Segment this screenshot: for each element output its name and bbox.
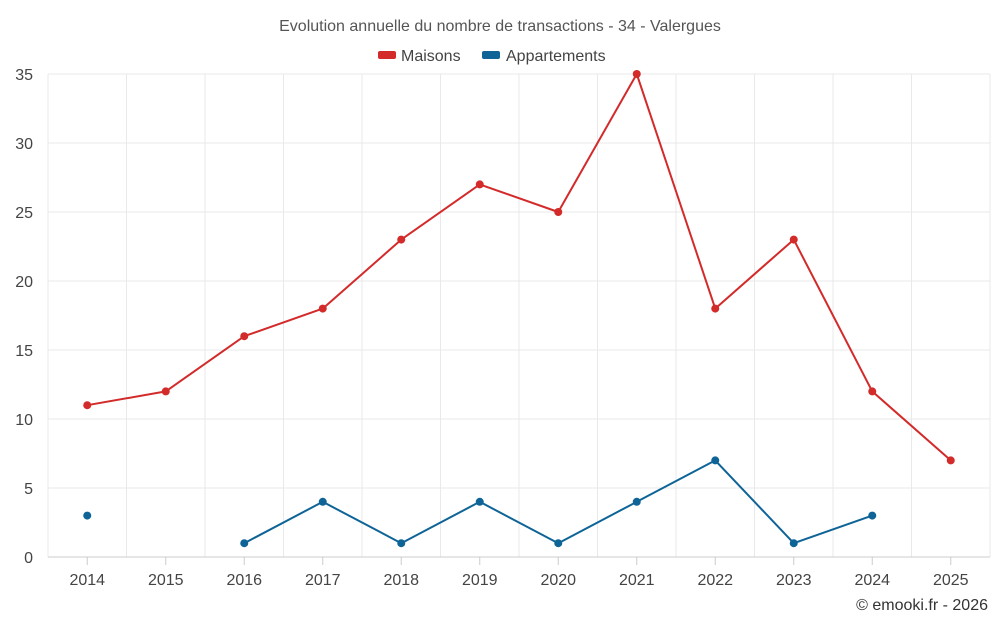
legend-label-maisons: Maisons xyxy=(401,48,461,65)
x-tick-label: 2017 xyxy=(305,572,341,589)
y-tick-label: 35 xyxy=(15,67,33,84)
data-point-maisons[interactable] xyxy=(161,387,170,396)
data-point-maisons[interactable] xyxy=(789,235,798,244)
x-tick-label: 2014 xyxy=(69,572,105,589)
data-point-maisons[interactable] xyxy=(711,304,720,313)
data-point-appartements[interactable] xyxy=(83,511,92,520)
series-line-maisons xyxy=(87,73,952,462)
x-tick-label: 2018 xyxy=(383,572,419,589)
legend-item-maisons[interactable]: Maisons xyxy=(378,48,461,65)
legend-label-appartements: Appartements xyxy=(506,48,606,65)
series-maisons xyxy=(83,70,955,465)
legend-item-appartements[interactable]: Appartements xyxy=(482,48,606,65)
data-point-maisons[interactable] xyxy=(83,401,92,410)
y-tick-label: 20 xyxy=(15,274,33,291)
x-tick-label: 2015 xyxy=(148,572,184,589)
y-tick-label: 25 xyxy=(15,205,33,222)
series-line-appartements xyxy=(243,459,873,545)
x-tick-label: 2021 xyxy=(619,572,655,589)
x-tick-label: 2025 xyxy=(933,572,969,589)
data-point-maisons[interactable] xyxy=(240,332,249,341)
credit-text: © emooki.fr - 2026 xyxy=(856,597,988,614)
series xyxy=(83,70,955,548)
y-tick-label: 30 xyxy=(15,136,33,153)
x-tick-label: 2022 xyxy=(697,572,733,589)
data-point-maisons[interactable] xyxy=(554,208,563,216)
data-point-maisons[interactable] xyxy=(868,387,877,396)
x-tick-label: 2020 xyxy=(540,572,576,589)
x-tick-label: 2023 xyxy=(776,572,812,589)
y-tick-label: 5 xyxy=(24,481,33,498)
data-point-maisons[interactable] xyxy=(318,304,327,313)
data-point-appartements[interactable] xyxy=(475,497,484,506)
x-tick-label: 2016 xyxy=(226,572,262,589)
x-tick-label: 2019 xyxy=(462,572,498,589)
data-point-appartements[interactable] xyxy=(240,539,249,548)
y-tick-label: 0 xyxy=(24,550,33,567)
data-point-maisons[interactable] xyxy=(946,456,955,465)
data-point-appartements[interactable] xyxy=(789,539,798,548)
legend-swatch-appartements xyxy=(482,51,500,59)
chart-title: Evolution annuelle du nombre de transact… xyxy=(279,18,721,35)
data-point-appartements[interactable] xyxy=(318,497,327,506)
data-point-appartements[interactable] xyxy=(397,539,406,548)
legend: Maisons Appartements xyxy=(378,48,606,65)
x-tick-label: 2024 xyxy=(854,572,890,589)
grid xyxy=(47,73,991,557)
legend-swatch-maisons xyxy=(378,51,396,59)
data-point-appartements[interactable] xyxy=(868,511,877,520)
data-point-appartements[interactable] xyxy=(632,497,641,506)
data-point-appartements[interactable] xyxy=(554,539,563,548)
data-point-maisons[interactable] xyxy=(475,180,484,189)
y-tick-label: 15 xyxy=(15,343,33,360)
y-tick-label: 10 xyxy=(15,412,33,429)
data-point-maisons[interactable] xyxy=(397,235,406,244)
series-appartements xyxy=(83,456,877,548)
data-point-appartements[interactable] xyxy=(711,456,720,465)
data-point-maisons[interactable] xyxy=(632,70,641,78)
